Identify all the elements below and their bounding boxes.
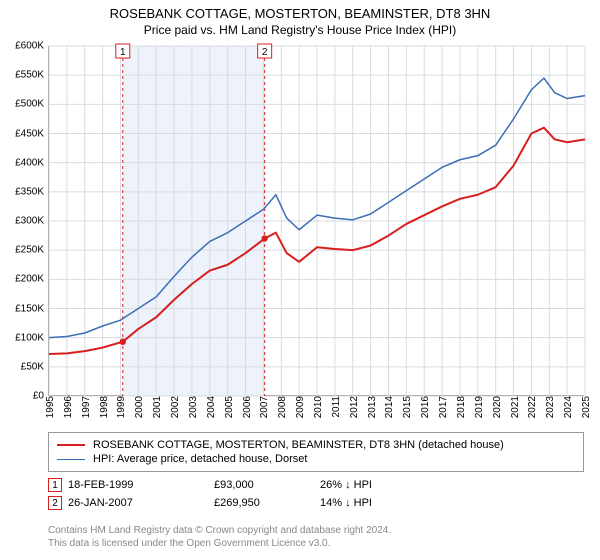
transaction-date: 26-JAN-2007: [68, 497, 208, 509]
x-tick-label: 2001: [152, 396, 153, 418]
x-tick-label: 1995: [45, 396, 46, 418]
x-tick-label: 2019: [474, 396, 475, 418]
x-tick-label: 2002: [170, 396, 171, 418]
svg-text:2: 2: [262, 47, 268, 58]
x-tick-label: 1996: [63, 396, 64, 418]
x-tick-label: 1997: [81, 396, 82, 418]
x-tick-label: 2009: [295, 396, 296, 418]
x-tick-label: 2022: [527, 396, 528, 418]
x-tick-label: 2004: [206, 396, 207, 418]
legend-row: ROSEBANK COTTAGE, MOSTERTON, BEAMINSTER,…: [57, 439, 575, 451]
chart-svg: 12: [49, 46, 585, 396]
x-tick-label: 2011: [331, 396, 332, 418]
y-tick-label: £600K: [0, 41, 44, 52]
legend-row: HPI: Average price, detached house, Dors…: [57, 453, 575, 465]
svg-text:1: 1: [120, 47, 126, 58]
transaction-row: 1 18-FEB-1999 £93,000 26% ↓ HPI: [48, 478, 584, 492]
y-tick-label: £100K: [0, 332, 44, 343]
x-tick-label: 2012: [349, 396, 350, 418]
y-tick-label: £250K: [0, 245, 44, 256]
x-tick-label: 2018: [456, 396, 457, 418]
x-tick-label: 2010: [313, 396, 314, 418]
transaction-price: £93,000: [214, 479, 314, 491]
x-tick-label: 2025: [581, 396, 582, 418]
transaction-price: £269,950: [214, 497, 314, 509]
y-tick-label: £300K: [0, 216, 44, 227]
y-tick-label: £200K: [0, 274, 44, 285]
legend: ROSEBANK COTTAGE, MOSTERTON, BEAMINSTER,…: [48, 432, 584, 472]
title-sub: Price paid vs. HM Land Registry's House …: [0, 23, 600, 37]
transaction-diff: 14% ↓ HPI: [320, 497, 440, 509]
x-tick-label: 2015: [402, 396, 403, 418]
transaction-date: 18-FEB-1999: [68, 479, 208, 491]
x-tick-label: 2007: [259, 396, 260, 418]
x-tick-label: 2020: [492, 396, 493, 418]
y-tick-label: £400K: [0, 157, 44, 168]
x-tick-label: 2014: [384, 396, 385, 418]
y-tick-label: £550K: [0, 70, 44, 81]
footer: Contains HM Land Registry data © Crown c…: [48, 524, 584, 550]
legend-swatch: [57, 459, 85, 460]
footer-line2: This data is licensed under the Open Gov…: [48, 537, 584, 550]
x-tick-label: 2023: [545, 396, 546, 418]
chart-area: 12 £0£50K£100K£150K£200K£250K£300K£350K£…: [48, 46, 584, 396]
x-tick-label: 2016: [420, 396, 421, 418]
x-tick-label: 1999: [116, 396, 117, 418]
x-tick-label: 2005: [224, 396, 225, 418]
x-tick-label: 2000: [134, 396, 135, 418]
transaction-marker-box: 1: [48, 478, 62, 492]
x-tick-label: 2013: [367, 396, 368, 418]
title-main: ROSEBANK COTTAGE, MOSTERTON, BEAMINSTER,…: [0, 6, 600, 21]
x-tick-label: 2021: [510, 396, 511, 418]
x-tick-label: 2008: [277, 396, 278, 418]
y-tick-label: £350K: [0, 186, 44, 197]
y-tick-label: £500K: [0, 99, 44, 110]
title-block: ROSEBANK COTTAGE, MOSTERTON, BEAMINSTER,…: [0, 0, 600, 37]
footer-line1: Contains HM Land Registry data © Crown c…: [48, 524, 584, 537]
legend-label: ROSEBANK COTTAGE, MOSTERTON, BEAMINSTER,…: [93, 439, 504, 451]
transactions-table: 1 18-FEB-1999 £93,000 26% ↓ HPI 2 26-JAN-2007…: [48, 474, 584, 514]
y-tick-label: £0: [0, 391, 44, 402]
x-tick-label: 2003: [188, 396, 189, 418]
y-tick-label: £150K: [0, 303, 44, 314]
x-tick-label: 1998: [99, 396, 100, 418]
y-tick-label: £450K: [0, 128, 44, 139]
y-tick-label: £50K: [0, 361, 44, 372]
chart-container: ROSEBANK COTTAGE, MOSTERTON, BEAMINSTER,…: [0, 0, 600, 560]
transaction-diff: 26% ↓ HPI: [320, 479, 440, 491]
transaction-row: 2 26-JAN-2007 £269,950 14% ↓ HPI: [48, 496, 584, 510]
x-tick-label: 2017: [438, 396, 439, 418]
x-tick-label: 2006: [242, 396, 243, 418]
legend-swatch: [57, 444, 85, 446]
legend-label: HPI: Average price, detached house, Dors…: [93, 453, 307, 465]
transaction-marker-box: 2: [48, 496, 62, 510]
x-tick-label: 2024: [563, 396, 564, 418]
